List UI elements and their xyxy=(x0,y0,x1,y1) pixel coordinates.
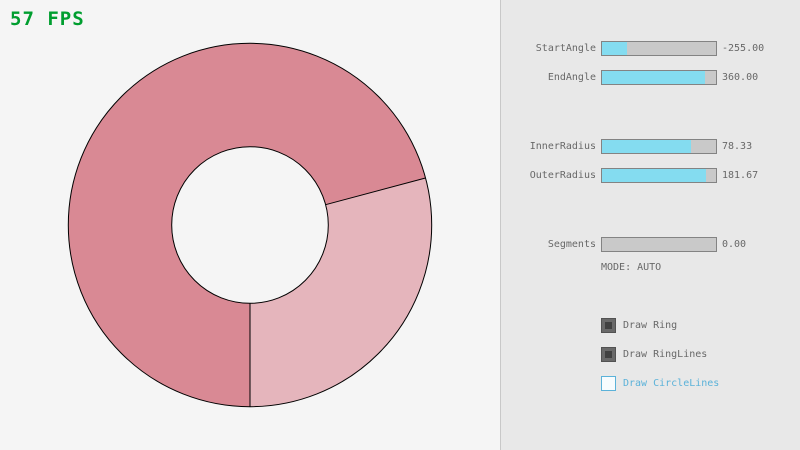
endangle-label: EndAngle xyxy=(547,72,596,83)
draw-ringlines-label: Draw RingLines xyxy=(623,349,708,360)
draw-circlelines-label: Draw CircleLines xyxy=(623,378,720,389)
segments-label: Segments xyxy=(547,239,596,250)
startangle-value: -255.00 xyxy=(722,43,765,54)
ring-chart xyxy=(67,42,433,408)
draw-ringlines-checkbox-row: Draw RingLines xyxy=(501,347,800,362)
draw-ring-label: Draw Ring xyxy=(623,320,678,331)
startangle-label: StartAngle xyxy=(535,43,596,54)
innerradius-slider-row: InnerRadius 78.33 xyxy=(501,139,800,154)
outerradius-value: 181.67 xyxy=(722,170,759,181)
endangle-slider[interactable] xyxy=(601,70,717,85)
innerradius-value: 78.33 xyxy=(722,141,753,152)
outerradius-slider-row: OuterRadius 181.67 xyxy=(501,168,800,183)
endangle-slider-row: EndAngle 360.00 xyxy=(501,70,800,85)
endangle-value: 360.00 xyxy=(722,72,759,83)
innerradius-label: InnerRadius xyxy=(529,141,596,152)
ring-boundary-line-upper-right xyxy=(325,177,426,206)
innerradius-slider-fill xyxy=(602,140,692,153)
startangle-slider[interactable] xyxy=(601,41,717,56)
ring-inner-hole xyxy=(171,146,329,304)
draw-ring-checkbox-row: Draw Ring xyxy=(501,318,800,333)
outerradius-slider[interactable] xyxy=(601,168,717,183)
outerradius-slider-fill xyxy=(602,169,706,182)
startangle-slider-row: StartAngle -255.00 xyxy=(501,41,800,56)
segments-slider[interactable] xyxy=(601,237,717,252)
segments-mode-label: MODE: AUTO xyxy=(601,262,662,273)
ring-single-pass-sector xyxy=(250,178,432,407)
segments-slider-row: Segments 0.00 xyxy=(501,237,800,252)
draw-circlelines-checkbox[interactable] xyxy=(601,376,616,391)
outerradius-label: OuterRadius xyxy=(529,170,596,181)
draw-ringlines-checkbox[interactable] xyxy=(601,347,616,362)
fps-counter: 57 FPS xyxy=(10,8,85,30)
startangle-slider-fill xyxy=(602,42,627,55)
draw-ring-checkbox[interactable] xyxy=(601,318,616,333)
controls-panel: StartAngle -255.00 EndAngle 360.00 Inner… xyxy=(500,0,800,450)
innerradius-slider[interactable] xyxy=(601,139,717,154)
endangle-slider-fill xyxy=(602,71,705,84)
segments-value: 0.00 xyxy=(722,239,747,250)
draw-circlelines-checkbox-row: Draw CircleLines xyxy=(501,376,800,391)
